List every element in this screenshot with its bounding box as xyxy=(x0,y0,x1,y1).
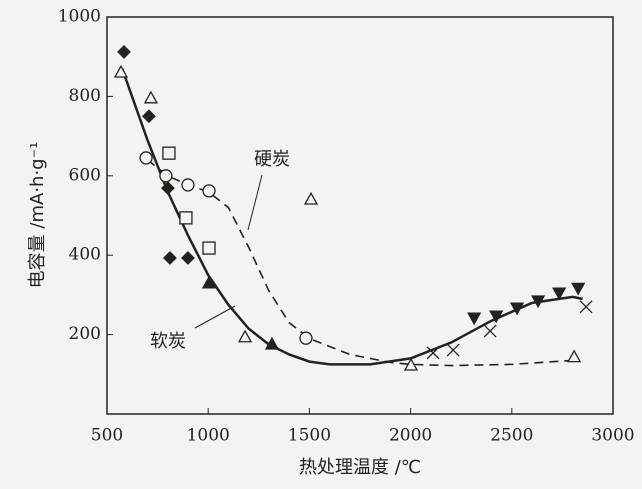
marker-circle xyxy=(202,184,216,198)
marker-diamond xyxy=(117,45,131,59)
marker-circle xyxy=(139,151,153,165)
marker-diamond xyxy=(181,251,195,265)
x-tick-label: 1000 xyxy=(187,426,230,446)
marker-triangle-down xyxy=(571,282,586,296)
x-tick-label: 2000 xyxy=(389,426,432,446)
marker-square xyxy=(162,146,176,160)
x-tick-label: 500 xyxy=(91,426,123,446)
marker-diamond xyxy=(163,251,177,265)
marker-triangle xyxy=(403,357,419,371)
marker-cross xyxy=(579,300,593,314)
marker-triangle xyxy=(264,336,280,350)
y-tick-label: 800 xyxy=(69,86,101,106)
marker-circle xyxy=(159,169,173,183)
marker-triangle xyxy=(201,275,217,289)
y-tick-label: 200 xyxy=(69,324,101,344)
x-axis-label: 热处理温度 /℃ xyxy=(299,457,421,478)
marker-circle xyxy=(181,178,195,192)
marker-diamond xyxy=(141,109,156,124)
marker-triangle xyxy=(113,64,129,78)
annotation: 软炭 xyxy=(150,331,186,352)
x-tick-label: 1500 xyxy=(288,426,331,446)
marker-diamond xyxy=(161,181,175,196)
marker-triangle-down xyxy=(531,295,546,309)
marker-triangle xyxy=(567,349,582,363)
y-tick-label: 600 xyxy=(69,165,101,185)
y-axis-label: 电容量 /mA·h·g⁻¹ xyxy=(27,142,48,289)
x-tick-label: 3000 xyxy=(591,426,634,446)
annotation: 硬炭 xyxy=(254,149,290,170)
marker-cross xyxy=(426,346,440,360)
leader-line xyxy=(194,305,236,329)
marker-cross xyxy=(446,343,460,357)
marker-square xyxy=(179,211,193,225)
leader-line xyxy=(247,174,263,231)
x-tick-label: 2500 xyxy=(490,426,533,446)
marker-triangle xyxy=(303,191,319,205)
marker-triangle-down xyxy=(552,287,567,301)
marker-triangle xyxy=(237,329,253,343)
y-tick-label: 400 xyxy=(69,245,101,265)
marker-cross xyxy=(483,324,497,338)
marker-triangle-down xyxy=(467,312,482,326)
marker-square xyxy=(202,241,216,255)
plot-frame xyxy=(106,16,614,415)
y-tick-label: 1000 xyxy=(58,7,101,27)
marker-triangle xyxy=(143,90,159,104)
curve xyxy=(146,159,573,367)
marker-circle xyxy=(299,331,313,345)
marker-triangle-down xyxy=(489,310,504,324)
marker-triangle-down xyxy=(509,302,525,316)
